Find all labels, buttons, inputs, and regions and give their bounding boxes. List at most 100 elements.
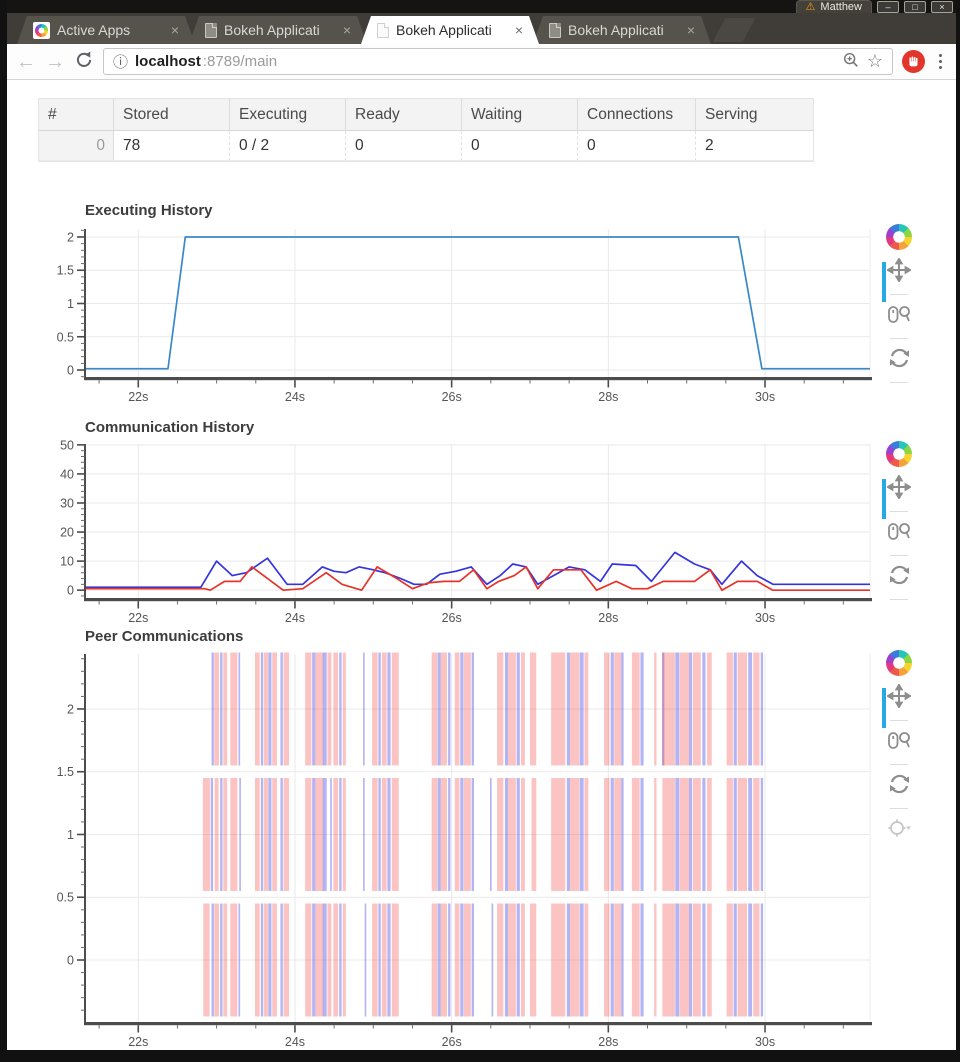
svg-text:1.5: 1.5 xyxy=(57,264,74,278)
col-header-stored: Stored xyxy=(114,99,230,131)
svg-text:30s: 30s xyxy=(755,390,775,404)
bokeh-toolbar xyxy=(882,222,916,387)
col-header-executing: Executing xyxy=(230,99,346,131)
pan-tool-icon[interactable] xyxy=(887,475,911,504)
minimize-button[interactable]: – xyxy=(877,1,899,13)
close-button[interactable]: × xyxy=(931,1,953,13)
adblock-hand-icon[interactable] xyxy=(902,50,925,73)
col-header-connections: Connections xyxy=(578,99,696,131)
tab-bokeh-application-3[interactable]: Bokeh Applicati × xyxy=(533,16,711,44)
wheel-zoom-tool-icon[interactable] xyxy=(886,519,912,548)
bokeh-logo-favicon xyxy=(33,22,50,39)
toolbar-separator xyxy=(890,382,908,383)
bokeh-logo-icon[interactable] xyxy=(886,650,912,676)
svg-text:0: 0 xyxy=(67,364,74,378)
forward-icon[interactable]: → xyxy=(45,52,65,72)
user-name: Matthew xyxy=(820,1,862,13)
tab-close-icon[interactable]: × xyxy=(515,22,523,38)
reset-tool-icon[interactable] xyxy=(887,563,912,592)
tab-close-icon[interactable]: × xyxy=(343,22,351,38)
pan-tool-icon[interactable] xyxy=(887,684,911,713)
toolbar-separator xyxy=(890,720,908,721)
tab-bokeh-application-2-active[interactable]: Bokeh Applicati × xyxy=(361,16,539,44)
session-indicator[interactable]: ⚠ Matthew xyxy=(796,0,872,13)
plot-title: Communication History xyxy=(85,419,956,439)
svg-text:30s: 30s xyxy=(755,611,775,625)
toolbar-separator xyxy=(890,764,908,765)
browser-menu-icon[interactable] xyxy=(934,54,947,69)
bokeh-logo-icon[interactable] xyxy=(886,441,912,467)
plot-peer-communications: Peer Communications 22s24s26s28s30s00.51… xyxy=(39,628,956,1050)
toolbar-separator xyxy=(890,338,908,339)
col-header-serving: Serving xyxy=(696,99,813,131)
communication-history-chart[interactable]: 22s24s26s28s30s01020304050 xyxy=(39,439,876,626)
wheel-zoom-tool-icon[interactable] xyxy=(886,302,912,331)
warning-icon: ⚠ xyxy=(806,2,816,13)
tab-active-apps[interactable]: Active Apps × xyxy=(17,16,195,44)
col-header-ready: Ready xyxy=(346,99,462,131)
col-header-waiting: Waiting xyxy=(462,99,578,131)
svg-text:28s: 28s xyxy=(598,1035,618,1049)
tab-bokeh-application-1[interactable]: Bokeh Applicati × xyxy=(189,16,367,44)
hover-tool-icon[interactable] xyxy=(886,816,912,845)
zoom-icon[interactable] xyxy=(842,51,860,73)
svg-text:1.5: 1.5 xyxy=(57,765,74,779)
table-header-row: # Stored Executing Ready Waiting Connect… xyxy=(39,99,813,131)
active-tool-indicator xyxy=(882,688,886,728)
tab-close-icon[interactable]: × xyxy=(171,22,179,38)
svg-text:22s: 22s xyxy=(128,1035,148,1049)
status-table: # Stored Executing Ready Waiting Connect… xyxy=(38,98,814,162)
svg-text:24s: 24s xyxy=(285,611,305,625)
svg-text:20: 20 xyxy=(60,526,74,540)
svg-text:26s: 26s xyxy=(442,611,462,625)
plot-title: Executing History xyxy=(85,202,956,222)
reload-icon[interactable] xyxy=(74,49,94,74)
new-tab-button[interactable] xyxy=(713,18,756,42)
cell-index: 0 xyxy=(39,131,114,161)
reset-tool-icon[interactable] xyxy=(887,772,912,801)
svg-text:28s: 28s xyxy=(598,611,618,625)
bokeh-toolbar xyxy=(882,439,916,604)
maximize-button[interactable]: □ xyxy=(904,1,926,13)
document-icon xyxy=(377,23,389,38)
wheel-zoom-tool-icon[interactable] xyxy=(886,728,912,757)
url-bar[interactable]: ⓘ localhost:8789/main ☆ xyxy=(103,48,893,75)
back-icon[interactable]: ← xyxy=(16,52,36,72)
svg-text:30: 30 xyxy=(60,496,74,510)
tab-label: Bokeh Applicati xyxy=(568,22,680,38)
tab-strip: Active Apps × Bokeh Applicati × Bokeh Ap… xyxy=(7,13,956,44)
page-info-icon[interactable]: ⓘ xyxy=(113,51,128,72)
page-content: # Stored Executing Ready Waiting Connect… xyxy=(7,80,956,1050)
reset-tool-icon[interactable] xyxy=(887,346,912,375)
cell-waiting: 0 xyxy=(462,131,578,161)
svg-text:0.5: 0.5 xyxy=(57,330,74,344)
url-host: localhost xyxy=(135,53,201,70)
svg-text:0: 0 xyxy=(67,953,74,967)
tab-close-icon[interactable]: × xyxy=(687,22,695,38)
bokeh-toolbar xyxy=(882,648,916,848)
svg-text:10: 10 xyxy=(60,555,74,569)
tab-label: Active Apps xyxy=(57,22,164,38)
executing-history-chart[interactable]: 22s24s26s28s30s00.511.52 xyxy=(39,222,876,405)
toolbar-separator xyxy=(890,808,908,809)
active-tool-indicator xyxy=(882,262,886,302)
plot-executing-history: Executing History 22s24s26s28s30s00.511.… xyxy=(39,202,956,405)
titlebar: ⚠ Matthew – □ × xyxy=(7,0,956,13)
table-row[interactable]: 0 78 0 / 2 0 0 0 2 xyxy=(39,131,813,161)
svg-text:24s: 24s xyxy=(285,1035,305,1049)
col-header-index: # xyxy=(39,99,114,131)
svg-text:28s: 28s xyxy=(598,390,618,404)
svg-text:22s: 22s xyxy=(128,611,148,625)
svg-text:40: 40 xyxy=(60,467,74,481)
plot-communication-history: Communication History 22s 24s 26s 28s 30s 0 10… xyxy=(39,419,956,626)
svg-text:26s: 26s xyxy=(442,1035,462,1049)
svg-text:0: 0 xyxy=(67,584,74,598)
pan-tool-icon[interactable] xyxy=(887,258,911,287)
bookmark-star-icon[interactable]: ☆ xyxy=(867,51,883,72)
svg-text:1: 1 xyxy=(67,828,74,842)
navigation-bar: ← → ⓘ localhost:8789/main ☆ xyxy=(7,44,956,80)
peer-communications-chart[interactable]: 22s24s26s28s30s00.511.52 xyxy=(39,648,876,1050)
active-tool-indicator xyxy=(882,479,886,519)
bokeh-logo-icon[interactable] xyxy=(886,224,912,250)
document-icon xyxy=(205,23,217,38)
